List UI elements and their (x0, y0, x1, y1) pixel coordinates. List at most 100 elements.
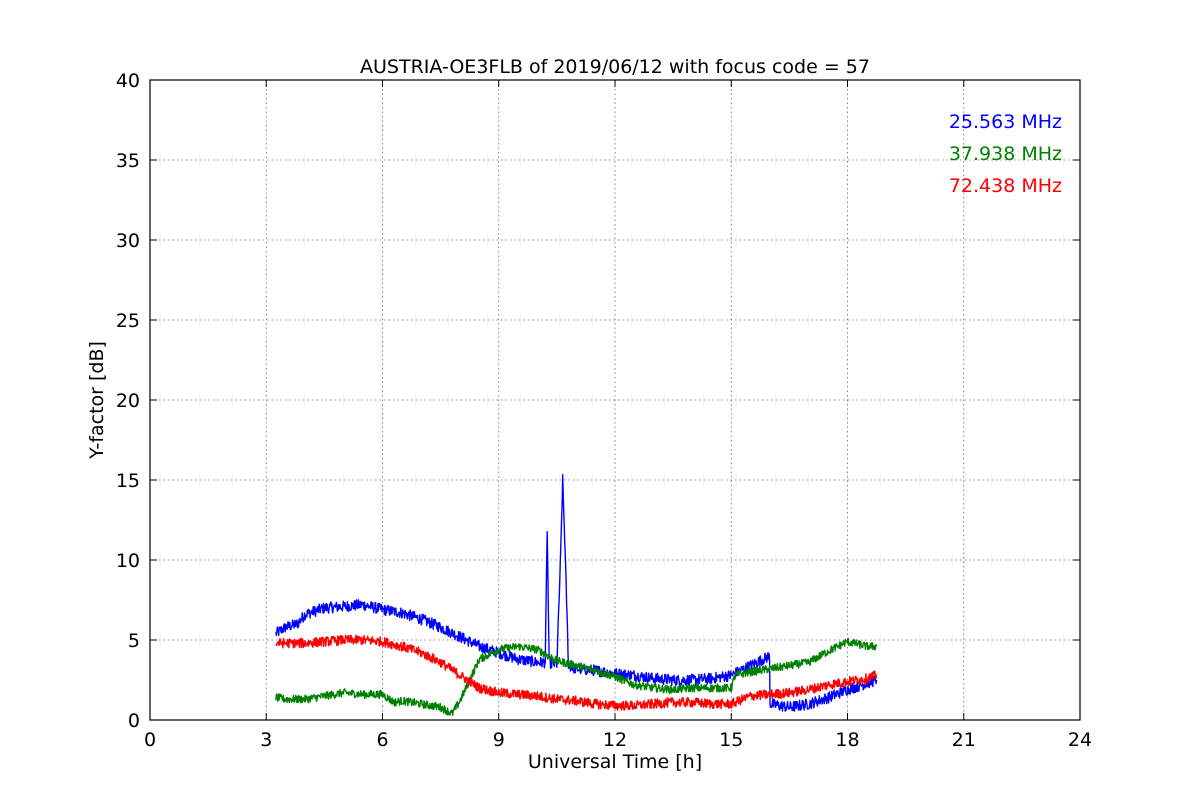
series-72-438-mhz-group (275, 634, 878, 711)
y-tick-label: 20 (116, 390, 140, 412)
data-point (479, 646, 480, 647)
ticks: 0 3 6 9 12 15 18 21 24 0 5 10 15 20 25 30 35 40 (116, 70, 1092, 751)
data-point (285, 627, 286, 628)
series-line (275, 634, 878, 711)
y-tick-label: 30 (116, 230, 140, 252)
data-point (673, 680, 674, 681)
x-tick-label: 0 (144, 729, 156, 751)
series-line (275, 637, 878, 716)
data-point (401, 700, 402, 701)
data-point (479, 688, 480, 689)
data-point (735, 675, 736, 676)
data-point (634, 675, 635, 676)
y-tick-label: 35 (116, 150, 140, 172)
data-point (731, 688, 732, 689)
x-tick-label: 12 (603, 729, 627, 751)
data-point (460, 700, 461, 701)
data-point (653, 688, 654, 689)
data-point (692, 688, 693, 689)
data-point (498, 649, 499, 650)
data-point (653, 704, 654, 705)
data-point (653, 678, 654, 679)
data-point (876, 646, 877, 647)
y-tick-label: 10 (116, 550, 140, 572)
data-point (808, 662, 809, 663)
x-tick-label: 18 (835, 729, 859, 751)
y-axis-title: Y-factor [dB] (86, 341, 108, 460)
data-point (808, 704, 809, 705)
data-point (440, 707, 441, 708)
data-point (711, 678, 712, 679)
data-point (363, 640, 364, 641)
data-point (595, 704, 596, 705)
data-point (560, 552, 561, 553)
grid (150, 80, 1080, 720)
data-point (770, 694, 771, 695)
data-point (876, 675, 877, 676)
chart-title: AUSTRIA-OE3FLB of 2019/06/12 with focus … (360, 56, 870, 78)
data-point (770, 668, 771, 669)
data-point (498, 692, 499, 693)
data-point (305, 643, 306, 644)
data-point (808, 689, 809, 690)
data-point (615, 673, 616, 674)
data-point (547, 528, 548, 529)
data-point (576, 665, 577, 666)
data-point (731, 704, 732, 705)
data-point (537, 662, 538, 663)
data-point (634, 684, 635, 685)
data-point (731, 675, 732, 676)
data-point (847, 641, 848, 642)
data-point (421, 619, 422, 620)
data-point (876, 680, 877, 681)
data-point (711, 688, 712, 689)
data-point (750, 696, 751, 697)
x-tick-label: 24 (1068, 729, 1092, 751)
data-point (750, 665, 751, 666)
legend-entry: 72.438 MHz (949, 175, 1062, 197)
data-point (615, 676, 616, 677)
x-axis-title: Universal Time [h] (528, 751, 702, 773)
data-point (692, 680, 693, 681)
data-point (789, 665, 790, 666)
data-point (305, 614, 306, 615)
data-point (275, 643, 276, 644)
y-tick-label: 40 (116, 70, 140, 92)
data-point (382, 694, 383, 695)
data-point (518, 694, 519, 695)
data-point (549, 662, 550, 663)
data-point (537, 696, 538, 697)
data-point (343, 692, 344, 693)
data-point (518, 659, 519, 660)
x-tick-label: 21 (952, 729, 976, 751)
data-point (297, 624, 298, 625)
data-point (382, 641, 383, 642)
data-point (363, 694, 364, 695)
data-point (789, 692, 790, 693)
data-point (711, 704, 712, 705)
y-tick-label: 15 (116, 470, 140, 492)
data-point (553, 664, 554, 665)
data-point (634, 705, 635, 706)
data-point (421, 704, 422, 705)
data-point (275, 697, 276, 698)
data-point (285, 699, 286, 700)
data-point (460, 675, 461, 676)
data-point (847, 681, 848, 682)
data-point (770, 704, 771, 705)
data-point (324, 641, 325, 642)
data-point (673, 702, 674, 703)
x-tick-label: 3 (260, 729, 272, 751)
data-point (440, 627, 441, 628)
data-point (324, 696, 325, 697)
data-point (566, 600, 567, 601)
data-point (828, 697, 829, 698)
data-point (421, 652, 422, 653)
data-point (440, 662, 441, 663)
y-tick-label: 0 (128, 710, 140, 732)
data-point (401, 612, 402, 613)
data-point (343, 606, 344, 607)
data-point (750, 672, 751, 673)
data-point (382, 609, 383, 610)
